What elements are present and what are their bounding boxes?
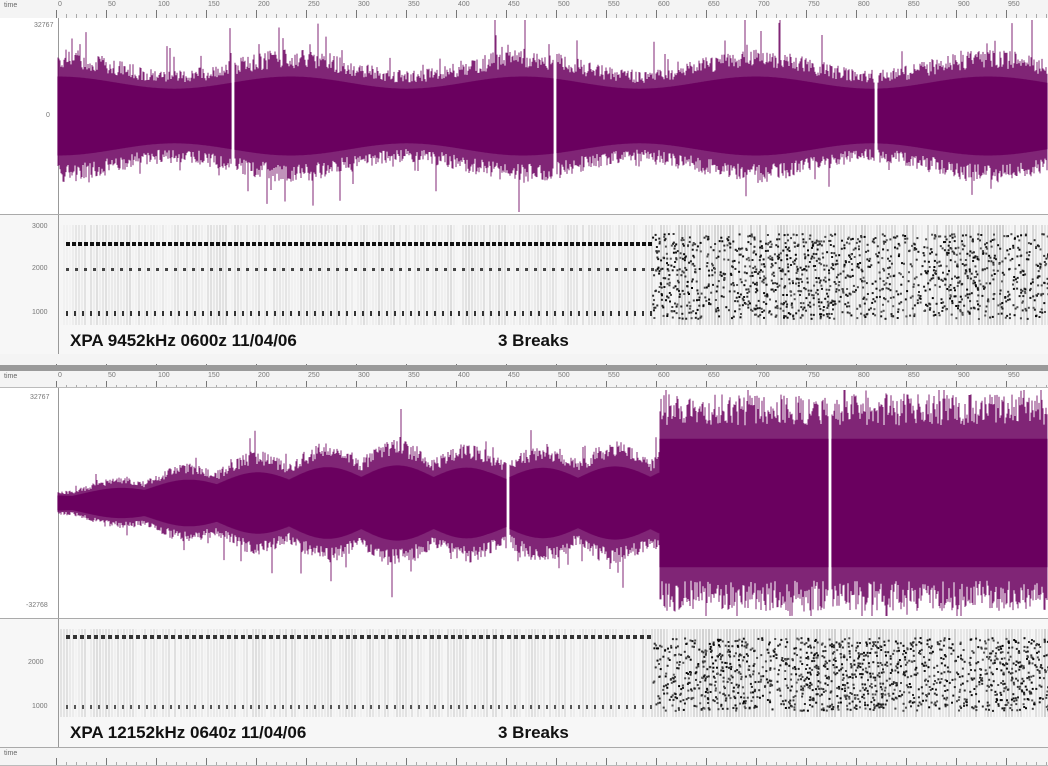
ruler-tick-label: 250 (308, 1, 320, 8)
waveform-top (0, 18, 1048, 214)
ruler-tick-label: 400 (458, 372, 470, 379)
ruler-tick-label: 300 (358, 1, 370, 8)
breaks-count: 3 Breaks (498, 331, 569, 351)
ruler-tick-label: 450 (508, 1, 520, 8)
breaks-count: 3 Breaks (498, 723, 569, 743)
ruler-unit-label: time (4, 2, 17, 9)
recording-caption: XPA 12152kHz 0640z 11/04/06 (70, 723, 306, 743)
ruler-tick-label: 800 (858, 372, 870, 379)
ruler-tick-label: 350 (408, 1, 420, 8)
ruler-tick-label: 500 (558, 1, 570, 8)
ruler-tick-label: 600 (658, 1, 670, 8)
ruler-tick-label: 700 (758, 372, 770, 379)
ruler-ticks (56, 354, 1048, 365)
ruler-tick-label: 900 (958, 1, 970, 8)
ruler-tick-label: 450 (508, 372, 520, 379)
ruler-tick-label: 750 (808, 372, 820, 379)
ruler-tick-label: 850 (908, 372, 920, 379)
ruler-tick-label: 550 (608, 1, 620, 8)
ruler-tick-label: 0 (58, 1, 62, 8)
ruler-tick-label: 650 (708, 372, 720, 379)
ruler-tick-label: 100 (158, 1, 170, 8)
ruler-tick-label: 150 (208, 372, 220, 379)
ruler-tick-label: 400 (458, 1, 470, 8)
ruler-ticks (56, 748, 1048, 765)
waveform-panel-bottom[interactable]: 32767 -32768 (0, 388, 1048, 619)
ruler-numbers: 0 50 100 150 200 250 300 350 400 450 500 550 600 650 7… (56, 372, 1048, 381)
ruler-tick-label: 0 (58, 372, 62, 379)
ruler-tick-label: 200 (258, 372, 270, 379)
ruler-tick-label: 750 (808, 1, 820, 8)
ruler-tick-label: 950 (1008, 372, 1020, 379)
ruler-tick-label: 950 (1008, 1, 1020, 8)
ruler-tick-label: 200 (258, 1, 270, 8)
ruler-tick-label: 600 (658, 372, 670, 379)
ruler-tick-label: 700 (758, 1, 770, 8)
ruler-tick-label: 850 (908, 1, 920, 8)
spectrogram-panel-bottom[interactable]: 2000 1000 XPA 12152kHz 0640z 11/04/06 3 … (0, 619, 1048, 748)
ruler-tick-label: 550 (608, 372, 620, 379)
waveform-bottom (0, 388, 1048, 618)
ruler-tick-label: 50 (108, 372, 116, 379)
time-ruler-bottom[interactable]: time 0 50 100 150 200 250 300 350 400 450 500 550 60… (0, 371, 1048, 388)
recording-caption: XPA 9452kHz 0600z 11/04/06 (70, 331, 297, 351)
waveform-panel-top[interactable]: 32767 0 (0, 18, 1048, 215)
ruler-unit-label: time (4, 373, 17, 380)
time-ruler-footer[interactable]: time (0, 748, 1048, 766)
ruler-tick-label: 250 (308, 372, 320, 379)
ruler-tick-label: 650 (708, 1, 720, 8)
ruler-tick-label: 500 (558, 372, 570, 379)
ruler-unit-label: time (4, 750, 17, 757)
ruler-tick-label: 150 (208, 1, 220, 8)
time-ruler-top[interactable]: time 0 50 100 150 200 250 300 350 400 450 500 550 60… (0, 0, 1048, 19)
ruler-tick-label: 100 (158, 372, 170, 379)
ruler-tick-label: 800 (858, 1, 870, 8)
spectrogram-panel-top[interactable]: 3000 2000 1000 XPA 9452kHz 0600z 11/04/0… (0, 215, 1048, 356)
ruler-tick-label: 50 (108, 1, 116, 8)
ruler-tick-label: 900 (958, 372, 970, 379)
ruler-tick-label: 300 (358, 372, 370, 379)
ruler-numbers: 0 50 100 150 200 250 300 350 400 450 500 550 600 650 7… (56, 1, 1048, 10)
ruler-tick-label: 350 (408, 372, 420, 379)
